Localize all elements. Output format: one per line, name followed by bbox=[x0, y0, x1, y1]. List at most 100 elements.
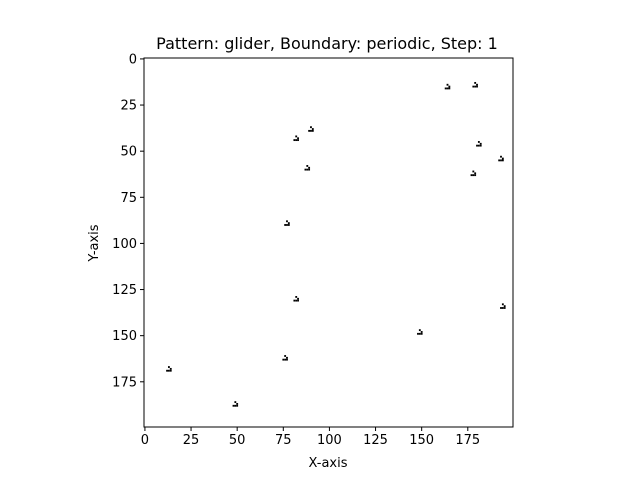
live-cell bbox=[420, 331, 423, 333]
live-cell bbox=[304, 168, 307, 171]
glider-mark bbox=[476, 141, 482, 147]
live-cell bbox=[474, 174, 477, 177]
live-cell bbox=[444, 87, 447, 90]
live-cell bbox=[236, 404, 239, 407]
live-cell bbox=[167, 369, 170, 372]
glider-mark bbox=[470, 170, 477, 177]
live-cell bbox=[232, 404, 235, 407]
glider-mark bbox=[498, 155, 504, 162]
live-cell bbox=[479, 144, 482, 147]
live-cell bbox=[311, 129, 314, 132]
live-cell bbox=[500, 307, 502, 309]
live-cell bbox=[503, 305, 506, 308]
cells-layer bbox=[166, 81, 506, 407]
live-cell bbox=[501, 159, 504, 162]
live-cell bbox=[477, 144, 480, 147]
y-tick-label: 0 bbox=[129, 52, 137, 67]
x-tick-label: 100 bbox=[317, 433, 342, 448]
live-cell bbox=[306, 168, 309, 171]
live-cell bbox=[446, 83, 449, 86]
live-cell bbox=[501, 157, 504, 160]
live-cell bbox=[287, 224, 290, 226]
live-cell bbox=[236, 403, 239, 405]
y-axis-label: Y-axis bbox=[87, 224, 102, 262]
live-cell bbox=[474, 172, 477, 175]
y-tick-label: 125 bbox=[112, 283, 137, 298]
live-cell bbox=[310, 126, 312, 129]
live-cell bbox=[311, 128, 314, 130]
live-cell bbox=[474, 85, 477, 88]
live-cell bbox=[503, 307, 506, 309]
y-tick-label: 150 bbox=[112, 329, 137, 344]
glider-mark bbox=[500, 303, 506, 309]
live-cell bbox=[500, 159, 502, 162]
live-cell bbox=[234, 401, 237, 404]
glider-mark bbox=[166, 366, 172, 372]
live-cell bbox=[501, 303, 504, 306]
live-cell bbox=[476, 144, 478, 147]
live-cell bbox=[472, 174, 475, 177]
x-tick-label: 150 bbox=[409, 433, 434, 448]
live-cell bbox=[498, 159, 501, 162]
glider-mark bbox=[284, 220, 290, 226]
glider-mark bbox=[293, 135, 299, 142]
live-cell bbox=[282, 358, 285, 361]
y-tick-label: 100 bbox=[112, 237, 137, 252]
x-tick-label: 125 bbox=[363, 433, 388, 448]
live-cell bbox=[420, 332, 423, 335]
glider-mark bbox=[472, 81, 478, 88]
live-cell bbox=[474, 81, 477, 84]
glider-mark bbox=[232, 401, 239, 407]
x-tick-label: 175 bbox=[455, 433, 480, 448]
plot-area-frame bbox=[143, 57, 514, 428]
live-cell bbox=[418, 332, 421, 335]
live-cell bbox=[295, 299, 298, 302]
live-cell bbox=[297, 139, 299, 142]
live-cell bbox=[306, 165, 309, 167]
live-cell bbox=[476, 83, 478, 86]
live-cell bbox=[295, 139, 298, 142]
live-cell bbox=[446, 87, 449, 90]
glider-mark bbox=[417, 329, 423, 335]
live-cell bbox=[284, 224, 287, 226]
x-tick-label: 25 bbox=[183, 433, 200, 448]
glider-mark bbox=[304, 165, 311, 171]
x-tick-label: 50 bbox=[229, 433, 246, 448]
live-cell bbox=[293, 139, 296, 142]
live-cell bbox=[470, 174, 473, 177]
x-ticks: 0 25 50 75 100 125 150 175 bbox=[141, 427, 480, 448]
glider-mark bbox=[444, 83, 451, 90]
live-cell bbox=[295, 135, 298, 138]
live-cell bbox=[500, 155, 502, 158]
glider-mark bbox=[308, 126, 314, 132]
live-cell bbox=[295, 296, 298, 298]
live-cell bbox=[287, 222, 290, 225]
y-tick-label: 175 bbox=[112, 375, 137, 390]
live-cell bbox=[286, 220, 288, 223]
chart-title: Pattern: glider, Boundary: periodic, Ste… bbox=[156, 34, 498, 53]
live-cell bbox=[448, 85, 451, 88]
live-cell bbox=[234, 404, 237, 407]
x-axis-label: X-axis bbox=[309, 456, 348, 471]
live-cell bbox=[308, 168, 311, 171]
live-cell bbox=[169, 367, 172, 370]
live-cell bbox=[476, 85, 478, 88]
y-ticks: 0 25 50 75 100 125 150 175 bbox=[112, 52, 144, 390]
live-cell bbox=[501, 307, 504, 309]
live-cell bbox=[166, 369, 168, 372]
live-cell bbox=[286, 356, 288, 359]
live-cell bbox=[448, 87, 451, 90]
y-tick-label: 75 bbox=[120, 191, 137, 206]
y-tick-label: 25 bbox=[120, 99, 137, 114]
live-cell bbox=[310, 129, 312, 132]
live-cell bbox=[297, 137, 299, 140]
live-cell bbox=[472, 170, 475, 173]
live-cell bbox=[472, 85, 475, 88]
live-cell bbox=[417, 332, 419, 335]
live-cell bbox=[284, 355, 287, 357]
live-cell bbox=[297, 299, 299, 302]
y-tick-label: 50 bbox=[120, 145, 137, 160]
x-tick-label: 0 bbox=[141, 433, 149, 448]
